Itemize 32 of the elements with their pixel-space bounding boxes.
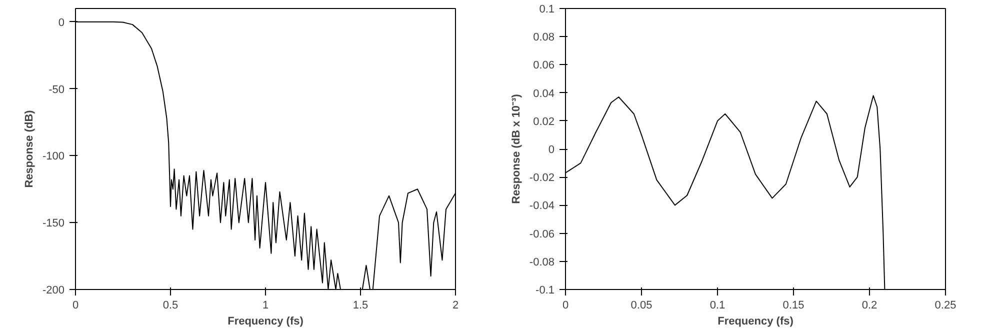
x-tick-label: 1 <box>262 300 269 312</box>
y-tick-label: 0.08 <box>533 32 555 44</box>
y-tick-label: -200 <box>42 284 65 296</box>
y-tick-label: -150 <box>42 218 65 230</box>
x-tick-label: 2 <box>452 300 459 312</box>
y-tick-label: -0.08 <box>529 256 555 268</box>
x-tick-label: 0.25 <box>934 300 956 312</box>
y-tick-label: 0 <box>58 16 65 29</box>
x-tick-label: 1.5 <box>352 300 368 312</box>
y-axis-title: Response (dB x 10⁻³) <box>510 94 522 204</box>
y-tick-label: 0 <box>548 144 555 156</box>
y-tick-label: -100 <box>42 150 65 163</box>
x-tick-label: 0.2 <box>862 300 878 312</box>
y-axis-title: Response (dB) <box>23 110 36 188</box>
line-series <box>566 95 886 290</box>
x-tick-label: 0 <box>72 300 79 312</box>
x-tick-label: 0 <box>562 300 569 312</box>
x-tick-label: 0.05 <box>630 300 652 312</box>
y-tick-label: -0.1 <box>536 284 555 296</box>
x-tick-label: 0.5 <box>162 300 178 312</box>
y-tick-label: 0.02 <box>533 116 555 128</box>
y-tick-label: -50 <box>48 84 65 96</box>
x-axis-title: Frequency (fs) <box>228 316 304 328</box>
y-tick-label: -0.02 <box>529 172 555 184</box>
y-tick-label: 0.06 <box>533 60 555 72</box>
x-tick-label: 0.15 <box>782 300 804 312</box>
y-tick-label: 0.1 <box>539 4 555 16</box>
x-tick-label: 0.1 <box>710 300 726 312</box>
y-tick-label: -0.06 <box>529 228 555 240</box>
x-axis-title: Frequency (fs) <box>718 316 794 328</box>
y-tick-label: 0.04 <box>533 88 555 100</box>
y-tick-label: -0.04 <box>529 200 555 212</box>
